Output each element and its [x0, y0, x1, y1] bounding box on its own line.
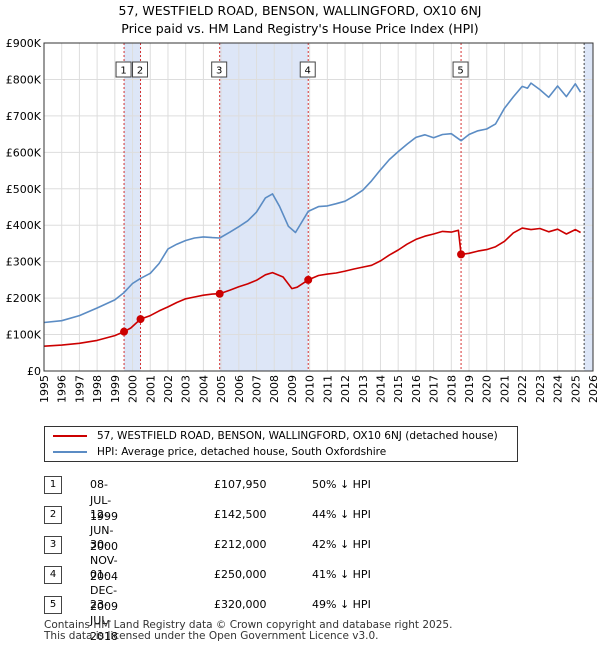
sale-date: 01-DEC-2009 — [90, 568, 118, 613]
sale-date: 12-JUN-2000 — [90, 508, 118, 553]
sale-hpi-diff: 50% ↓ HPI — [312, 478, 371, 491]
x-tick-label: 2011 — [321, 375, 334, 403]
sale-date: 30-NOV-2004 — [90, 538, 118, 583]
x-tick-label: 2014 — [374, 375, 387, 403]
sale-price: £320,000 — [214, 598, 267, 611]
x-tick-label: 2021 — [498, 375, 511, 403]
x-tick-label: 2010 — [304, 375, 317, 403]
sale-price: £107,950 — [214, 478, 267, 491]
x-tick-label: 2001 — [144, 375, 157, 403]
legend-swatch-property — [53, 435, 87, 437]
x-tick-label: 1998 — [91, 375, 104, 403]
x-tick-label: 1999 — [109, 375, 122, 403]
x-tick-label: 2000 — [127, 375, 140, 403]
y-tick-label: £400K — [6, 219, 42, 232]
x-tick-label: 2016 — [410, 375, 423, 403]
sale-point — [457, 250, 466, 259]
legend-swatch-hpi — [53, 451, 87, 453]
x-tick-label: 2006 — [233, 375, 246, 403]
sale-hpi-diff: 44% ↓ HPI — [312, 508, 371, 521]
y-tick-label: £0 — [27, 365, 41, 378]
sale-label-box — [115, 61, 132, 78]
x-tick-label: 2023 — [534, 375, 547, 403]
price-chart: £0 £100K £200K £300K £400K £500K £600K £700K £80… — [6, 37, 600, 403]
chart-legend: 57, WESTFIELD ROAD, BENSON, WALLINGFORD,… — [44, 426, 518, 462]
x-tick-label: 2025 — [569, 375, 582, 403]
legend-item-hpi: HPI: Average price, detached house, Sout… — [53, 444, 386, 460]
sale-price: £250,000 — [214, 568, 267, 581]
title-line-1: 57, WESTFIELD ROAD, BENSON, WALLINGFORD,… — [118, 3, 482, 18]
sale-label: 4 — [305, 66, 311, 77]
property-price-line — [43, 227, 581, 347]
footer-line-1: Contains HM Land Registry data © Crown c… — [44, 619, 453, 631]
x-tick-label: 2019 — [463, 375, 476, 403]
x-tick-label: 2013 — [357, 375, 370, 403]
y-tick-label: £100K — [6, 329, 42, 342]
sale-label-box — [299, 61, 316, 78]
x-tick-label: 2005 — [215, 375, 228, 403]
sale-label-box — [132, 61, 149, 78]
sale-number-badge: 1 — [44, 476, 62, 494]
x-tick-label: 2020 — [481, 375, 494, 403]
y-tick-label: £900K — [6, 37, 42, 50]
sale-label-box — [452, 61, 469, 78]
y-tick-label: £500K — [6, 183, 42, 196]
sale-hpi-diff: 49% ↓ HPI — [312, 598, 371, 611]
x-tick-label: 2008 — [268, 375, 281, 403]
y-tick-label: £300K — [6, 256, 42, 269]
ownership-span — [219, 43, 309, 371]
sale-label-box — [211, 61, 228, 78]
sale-hpi-diff: 41% ↓ HPI — [312, 568, 371, 581]
sale-label: 3 — [216, 66, 222, 77]
sale-label: 2 — [137, 66, 143, 77]
ownership-span — [584, 43, 593, 371]
footer-line-2: This data is licensed under the Open Gov… — [44, 630, 379, 642]
x-tick-label: 2004 — [197, 375, 210, 403]
sale-date: 08-JUL-1999 — [90, 478, 118, 523]
chart-title: 57, WESTFIELD ROAD, BENSON, WALLINGFORD,… — [0, 2, 600, 38]
x-tick-label: 2018 — [445, 375, 458, 403]
sale-price: £142,500 — [214, 508, 267, 521]
sale-point — [304, 275, 313, 284]
sale-hpi-diff: 42% ↓ HPI — [312, 538, 371, 551]
sale-number-badge: 4 — [44, 566, 62, 584]
sale-point — [120, 327, 129, 336]
sale-number-badge: 5 — [44, 596, 62, 614]
sale-date: 23-JUL-2018 — [90, 598, 118, 643]
hpi-line — [43, 82, 582, 324]
sale-label: 1 — [120, 66, 126, 77]
sale-number-badge: 3 — [44, 536, 62, 554]
y-tick-label: £800K — [6, 73, 42, 86]
footer-attribution: Contains HM Land Registry data © Crown c… — [44, 620, 452, 642]
y-tick-label: £700K — [6, 110, 42, 123]
sale-point — [215, 289, 224, 298]
x-tick-label: 2007 — [251, 375, 264, 403]
x-tick-label: 2015 — [392, 375, 405, 403]
y-tick-label: £200K — [6, 292, 42, 305]
title-line-2: Price paid vs. HM Land Registry's House … — [121, 21, 479, 36]
x-tick-label: 1995 — [38, 375, 51, 403]
x-tick-label: 1997 — [73, 375, 86, 403]
x-tick-label: 2003 — [180, 375, 193, 403]
x-tick-label: 1996 — [56, 375, 69, 403]
x-tick-label: 2002 — [162, 375, 175, 403]
legend-item-property: 57, WESTFIELD ROAD, BENSON, WALLINGFORD,… — [53, 428, 498, 444]
x-tick-label: 2009 — [286, 375, 299, 403]
y-tick-label: £600K — [6, 146, 42, 159]
plot-border — [43, 42, 594, 372]
x-tick-label: 2024 — [552, 375, 565, 403]
legend-label-property: 57, WESTFIELD ROAD, BENSON, WALLINGFORD,… — [97, 430, 498, 442]
sale-label: 5 — [457, 66, 463, 77]
sale-number-badge: 2 — [44, 506, 62, 524]
x-tick-label: 2017 — [428, 375, 441, 403]
legend-label-hpi: HPI: Average price, detached house, Sout… — [97, 446, 387, 458]
x-tick-label: 2026 — [587, 375, 600, 403]
sale-price: £212,000 — [214, 538, 267, 551]
x-tick-label: 2012 — [339, 375, 352, 403]
sale-point — [136, 315, 145, 324]
x-tick-label: 2022 — [516, 375, 529, 403]
